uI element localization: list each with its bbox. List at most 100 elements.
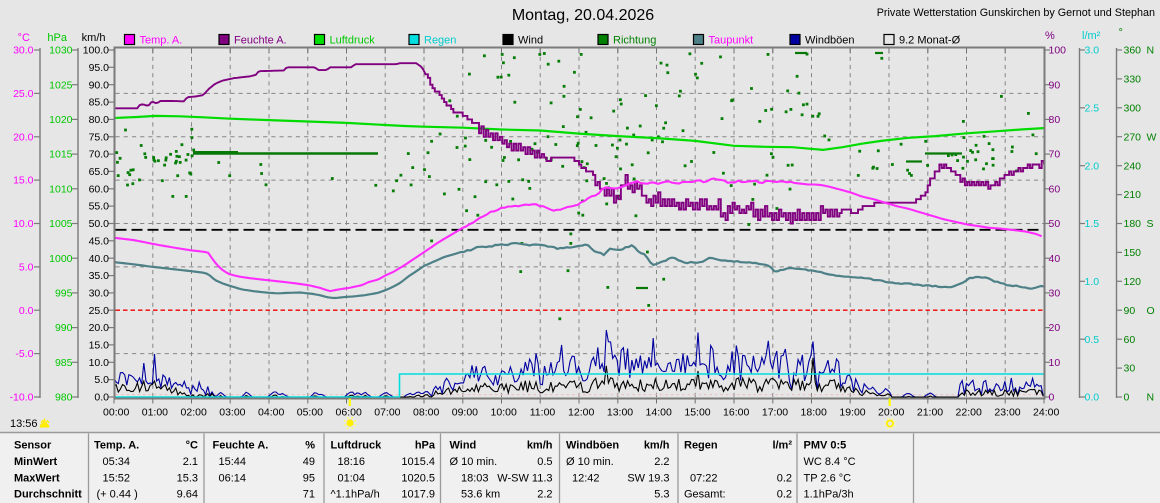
svg-text:70.0: 70.0 [89, 149, 110, 161]
svg-text:30.0: 30.0 [13, 45, 34, 57]
svg-text:15.3: 15.3 [177, 472, 198, 484]
svg-text:90.0: 90.0 [89, 79, 110, 91]
svg-text:13:00: 13:00 [607, 407, 633, 419]
svg-text:km/h: km/h [82, 32, 106, 44]
svg-text:0.0: 0.0 [94, 392, 109, 404]
svg-text:06:14: 06:14 [219, 472, 247, 484]
svg-text:(+ 0.44 ): (+ 0.44 ) [97, 489, 138, 501]
svg-text:Luftdruck: Luftdruck [330, 35, 376, 47]
svg-text:65.0: 65.0 [89, 166, 110, 178]
svg-text:Ø 10 min.: Ø 10 min. [450, 456, 498, 468]
svg-text:270: 270 [1124, 131, 1142, 143]
svg-text:2.2: 2.2 [654, 456, 669, 468]
svg-text:9.2 Monat-Ø: 9.2 Monat-Ø [899, 35, 961, 47]
svg-text:55.0: 55.0 [89, 201, 110, 213]
svg-text:15:44: 15:44 [219, 456, 247, 468]
svg-text:05:00: 05:00 [297, 407, 323, 419]
svg-text:21:00: 21:00 [917, 407, 943, 419]
svg-text:12:00: 12:00 [568, 407, 594, 419]
svg-text:100: 100 [1049, 45, 1067, 57]
svg-text:10: 10 [1049, 357, 1061, 369]
svg-text:Private Wetterstation Gunskirc: Private Wetterstation Gunskirchen by Ger… [877, 7, 1155, 19]
svg-text:18:16: 18:16 [338, 456, 366, 468]
svg-text:150: 150 [1124, 247, 1142, 259]
svg-text:1.5: 1.5 [1085, 218, 1100, 230]
svg-text:990: 990 [55, 322, 73, 334]
svg-text:1020: 1020 [49, 114, 73, 126]
svg-text:Windböen: Windböen [566, 440, 619, 452]
svg-text:30: 30 [1049, 288, 1061, 300]
svg-text:04:00: 04:00 [258, 407, 284, 419]
svg-text:1015: 1015 [49, 149, 73, 161]
svg-text:80.0: 80.0 [89, 114, 110, 126]
svg-text:30: 30 [1124, 363, 1136, 375]
svg-text:0: 0 [1124, 392, 1130, 404]
svg-text:40: 40 [1049, 253, 1061, 265]
svg-text:1017.9: 1017.9 [401, 489, 435, 501]
svg-text:1.1hPa/3h: 1.1hPa/3h [804, 489, 854, 501]
svg-text:05:34: 05:34 [103, 456, 131, 468]
svg-text:07:00: 07:00 [374, 407, 400, 419]
svg-text:0.2: 0.2 [777, 472, 792, 484]
svg-text:Windböen: Windböen [805, 35, 855, 47]
svg-text:60: 60 [1049, 183, 1061, 195]
svg-text:O: O [1147, 305, 1155, 317]
svg-text:1030: 1030 [49, 45, 73, 57]
svg-text:Montag, 20.04.2026: Montag, 20.04.2026 [512, 7, 654, 24]
svg-text:01:04: 01:04 [338, 472, 366, 484]
svg-text:17:00: 17:00 [762, 407, 788, 419]
svg-text:2.1: 2.1 [183, 456, 198, 468]
svg-text:1020.5: 1020.5 [401, 472, 435, 484]
svg-text:95: 95 [303, 472, 315, 484]
svg-text:00:00: 00:00 [103, 407, 129, 419]
svg-text:1005: 1005 [49, 218, 73, 230]
svg-text:180: 180 [1124, 218, 1142, 230]
svg-text:0.5: 0.5 [537, 456, 552, 468]
svg-text:2.5: 2.5 [1085, 102, 1100, 114]
svg-text:20: 20 [1049, 322, 1061, 334]
svg-text:50: 50 [1049, 218, 1061, 230]
svg-text:1010: 1010 [49, 183, 73, 195]
svg-text:20.0: 20.0 [13, 131, 34, 143]
svg-text:km/h: km/h [644, 440, 670, 452]
svg-text:10:00: 10:00 [491, 407, 517, 419]
svg-text:23:00: 23:00 [994, 407, 1020, 419]
svg-text:80: 80 [1049, 114, 1061, 126]
svg-text:15.0: 15.0 [89, 340, 110, 352]
svg-text:15:52: 15:52 [103, 472, 131, 484]
svg-text:360: 360 [1124, 45, 1142, 57]
svg-text:%: % [1045, 30, 1055, 42]
svg-text:-5.0: -5.0 [15, 348, 33, 360]
svg-text:2.0: 2.0 [1085, 160, 1100, 172]
svg-text:3.0: 3.0 [1085, 45, 1100, 57]
svg-text:PMV 0:5: PMV 0:5 [804, 440, 847, 452]
svg-text:W-SW 11.3: W-SW 11.3 [497, 472, 552, 484]
svg-text:Wind: Wind [518, 35, 543, 47]
svg-text:Wind: Wind [450, 440, 477, 452]
svg-text:100.0: 100.0 [83, 45, 109, 57]
svg-text:40.0: 40.0 [89, 253, 110, 265]
svg-text:07:22: 07:22 [690, 472, 718, 484]
svg-text:14:00: 14:00 [646, 407, 672, 419]
svg-text:53.6 km: 53.6 km [461, 489, 500, 501]
svg-text:Feuchte A.: Feuchte A. [234, 35, 287, 47]
svg-text:0: 0 [1049, 392, 1055, 404]
svg-text:15:00: 15:00 [684, 407, 710, 419]
svg-text:90: 90 [1049, 79, 1061, 91]
svg-text:70: 70 [1049, 149, 1061, 161]
svg-text:km/h: km/h [527, 440, 553, 452]
svg-text:TP 2.6 °C: TP 2.6 °C [804, 472, 852, 484]
svg-text:18:03: 18:03 [461, 472, 489, 484]
svg-text:1000: 1000 [49, 253, 73, 265]
svg-text:MinWert: MinWert [14, 456, 58, 468]
svg-text:15.0: 15.0 [13, 175, 34, 187]
svg-text:06:00: 06:00 [336, 407, 362, 419]
svg-text:0.5: 0.5 [1085, 334, 1100, 346]
svg-text:N: N [1147, 392, 1155, 404]
svg-text:22:00: 22:00 [956, 407, 982, 419]
svg-text:5.3: 5.3 [654, 489, 669, 501]
svg-text:25.0: 25.0 [89, 305, 110, 317]
svg-text:240: 240 [1124, 160, 1142, 172]
svg-text:95.0: 95.0 [89, 62, 110, 74]
svg-text:02:00: 02:00 [181, 407, 207, 419]
